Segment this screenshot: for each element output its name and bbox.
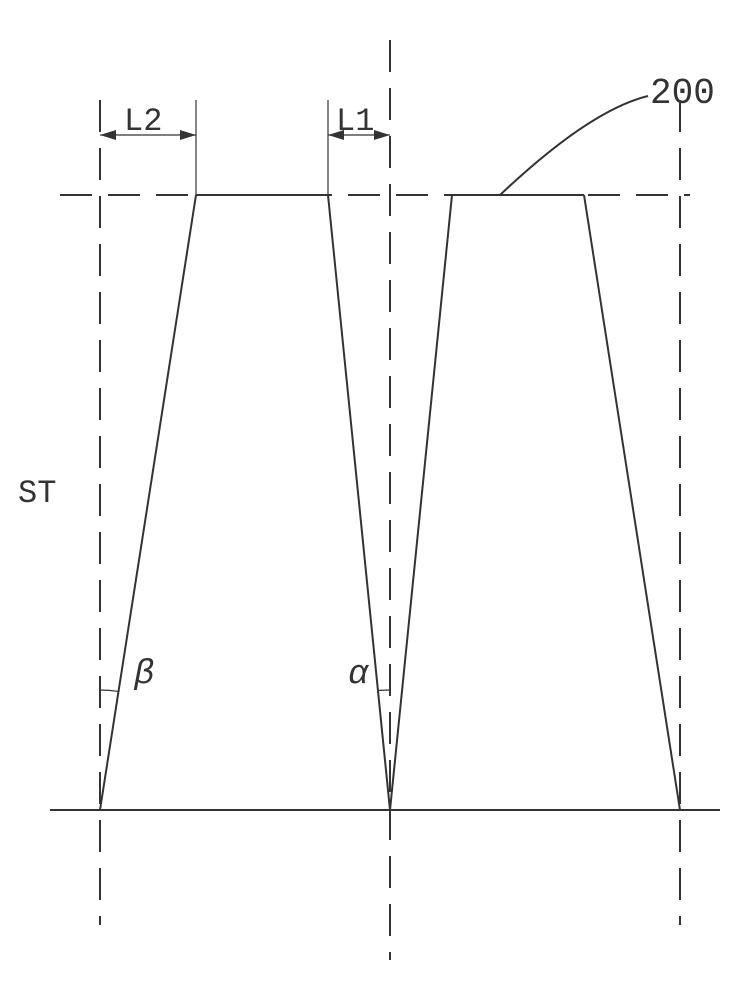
label-l1: L1 [336,106,374,138]
label-alpha: α [348,658,368,692]
label-ref: 200 [650,76,715,112]
diagram-canvas: L2 L1 ST 200 α β [0,0,745,1000]
label-l2: L2 [124,106,162,138]
diagram-svg [0,0,745,1000]
label-beta: β [134,658,154,692]
label-st: ST [18,478,56,510]
